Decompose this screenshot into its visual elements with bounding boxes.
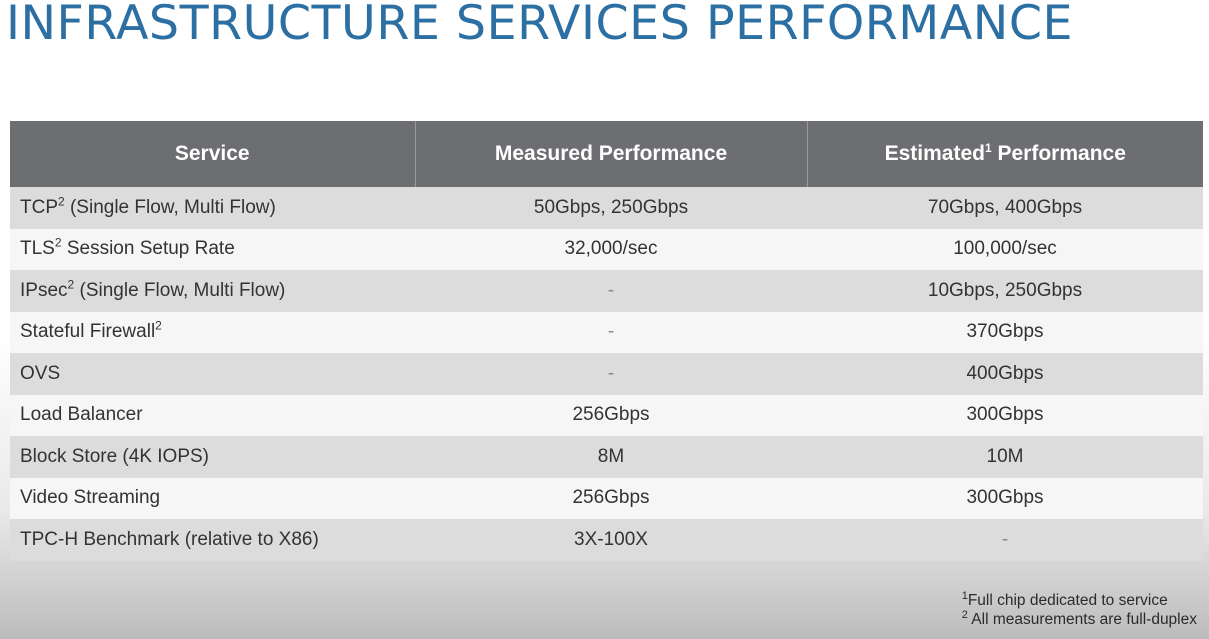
service-cell: TPC-H Benchmark (relative to X86) — [10, 519, 415, 561]
estimated-performance-cell: 100,000/sec — [807, 228, 1203, 270]
estimated-performance-cell: 10Gbps, 250Gbps — [807, 270, 1203, 312]
measured-performance-cell: 3X-100X — [415, 519, 807, 561]
table-row: Load Balancer 256Gbps 300Gbps — [10, 394, 1203, 436]
service-cell: OVS — [10, 353, 415, 395]
measured-performance-cell: 50Gbps, 250Gbps — [415, 187, 807, 229]
table-row: TPC-H Benchmark (relative to X86) 3X-100X… — [10, 519, 1203, 561]
table-row: TLS2 Session Setup Rate 32,000/sec 100,000… — [10, 228, 1203, 270]
table-row: Video Streaming 256Gbps 300Gbps — [10, 477, 1203, 519]
service-cell: TLS2 Session Setup Rate — [10, 228, 415, 270]
measured-performance-cell: 256Gbps — [415, 394, 807, 436]
measured-performance-cell: - — [415, 353, 807, 395]
estimated-performance-cell: - — [807, 519, 1203, 561]
measured-performance-cell: 256Gbps — [415, 477, 807, 519]
estimated-performance-cell: 300Gbps — [807, 394, 1203, 436]
service-cell: Stateful Firewall2 — [10, 311, 415, 353]
measured-performance-cell: - — [415, 270, 807, 312]
service-name: Block Store (4K IOPS) — [20, 445, 210, 467]
page-title: INFRASTRUCTURE SERVICES PERFORMANCE — [6, 0, 1073, 51]
footnote-2: 2 All measurements are full-duplex — [961, 608, 1197, 628]
footnote-marker: 2 — [58, 194, 65, 209]
service-name: Stateful Firewall — [20, 321, 156, 343]
performance-table: Service Measured Performance Estimated1 … — [10, 121, 1203, 561]
service-cell: Block Store (4K IOPS) — [10, 436, 415, 478]
footnote-marker: 2 — [54, 235, 62, 250]
service-name: TPC-H Benchmark (relative to X86) — [20, 528, 319, 550]
table-header-row: Service Measured Performance Estimated1 … — [10, 121, 1203, 187]
measured-performance-cell: - — [415, 311, 807, 353]
service-name: TCP — [20, 196, 58, 218]
footnote-1: 1Full chip dedicated to service — [961, 589, 1168, 609]
service-cell: TCP2 (Single Flow, Multi Flow) — [10, 187, 415, 229]
footnotes: 1Full chip dedicated to service 2 All me… — [961, 589, 1197, 629]
footnote-marker: 2 — [67, 277, 75, 292]
footnote-marker: 2 — [155, 318, 162, 333]
estimated-performance-cell: 300Gbps — [807, 477, 1203, 519]
service-name: OVS — [20, 362, 61, 384]
estimated-performance-cell: 70Gbps, 400Gbps — [807, 187, 1203, 229]
service-name: Load Balancer — [20, 404, 143, 426]
estimated-performance-cell: 10M — [807, 436, 1203, 478]
header-estimated-performance: Estimated1 Performance — [807, 121, 1203, 187]
table-row: TCP2 (Single Flow, Multi Flow) 50Gbps, 25… — [10, 187, 1203, 229]
header-service: Service — [10, 121, 416, 187]
service-name: Video Streaming — [20, 487, 161, 509]
estimated-performance-cell: 400Gbps — [807, 353, 1203, 395]
estimated-performance-cell: 370Gbps — [807, 311, 1203, 353]
header-measured-performance: Measured Performance — [415, 121, 808, 187]
service-cell: IPsec2 (Single Flow, Multi Flow) — [10, 270, 415, 312]
table-row: IPsec2 (Single Flow, Multi Flow) -10Gbps,… — [10, 270, 1203, 312]
service-name: IPsec — [20, 279, 68, 301]
table-row: Stateful Firewall2-370Gbps — [10, 311, 1203, 353]
measured-performance-cell: 8M — [415, 436, 807, 478]
service-cell: Load Balancer — [10, 394, 415, 436]
service-qualifier: (Single Flow, Multi Flow) — [64, 196, 276, 218]
table-row: OVS -400Gbps — [10, 353, 1203, 395]
service-qualifier: (Single Flow, Multi Flow) — [74, 279, 286, 301]
measured-performance-cell: 32,000/sec — [415, 228, 807, 270]
service-qualifier: Session Setup Rate — [61, 238, 235, 260]
table-row: Block Store (4K IOPS) 8M 10M — [10, 436, 1203, 478]
service-name: TLS — [20, 238, 55, 260]
service-cell: Video Streaming — [10, 477, 415, 519]
